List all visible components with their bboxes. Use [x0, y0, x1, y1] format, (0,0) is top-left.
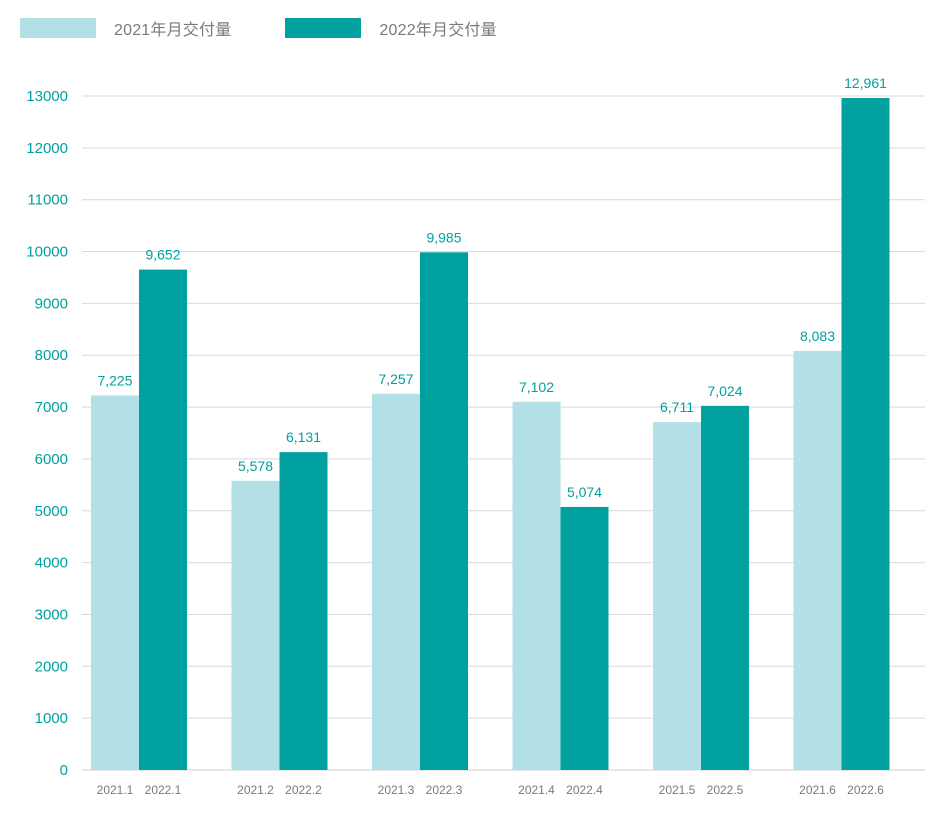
legend-swatch-2021 — [20, 18, 96, 38]
bar — [653, 422, 701, 770]
data-label: 6,131 — [286, 429, 321, 445]
x-tick-label: 2021.2 — [237, 783, 274, 797]
y-tick-label: 5000 — [35, 503, 68, 520]
y-tick-label: 1000 — [35, 710, 68, 727]
bar — [793, 350, 842, 770]
bar — [841, 98, 890, 771]
data-label: 6,711 — [660, 399, 694, 415]
x-tick-label: 2022.1 — [145, 783, 182, 797]
legend-swatch-2022 — [285, 18, 362, 38]
y-tick-label: 11000 — [27, 192, 68, 209]
data-label: 7,257 — [378, 371, 413, 387]
y-tick-label: 8000 — [35, 347, 68, 364]
legend-item-2022: 2022年月交付量 — [285, 16, 497, 40]
data-label: 9,652 — [145, 247, 180, 263]
x-tick-label: 2022.6 — [847, 783, 884, 797]
bar — [560, 506, 609, 770]
bar — [701, 405, 749, 770]
data-label: 7,225 — [97, 372, 132, 388]
data-label: 5,074 — [567, 484, 602, 500]
x-tick-label: 2022.2 — [285, 783, 322, 797]
legend-label-2021: 2021年月交付量 — [114, 22, 232, 39]
x-tick-label: 2022.4 — [566, 783, 603, 797]
y-tick-label: 13000 — [26, 88, 68, 105]
data-label: 12,961 — [844, 75, 887, 91]
legend: 2021年月交付量 2022年月交付量 — [20, 16, 551, 40]
data-label: 9,985 — [426, 229, 461, 245]
bar — [372, 393, 420, 770]
x-tick-label: 2022.5 — [707, 783, 744, 797]
y-tick-label: 4000 — [35, 555, 68, 572]
data-label: 8,083 — [800, 328, 835, 344]
x-tick-label: 2021.4 — [518, 783, 555, 797]
data-label: 5,578 — [238, 458, 273, 474]
bar — [91, 395, 139, 770]
bar — [279, 452, 328, 770]
bar — [139, 269, 187, 770]
bar — [512, 401, 561, 770]
y-tick-label: 0 — [60, 762, 68, 779]
y-tick-label: 3000 — [35, 606, 68, 623]
x-tick-label: 2021.3 — [378, 783, 415, 797]
x-tick-label: 2021.1 — [97, 783, 134, 797]
bar — [420, 252, 468, 770]
y-tick-label: 6000 — [35, 451, 68, 468]
data-label: 7,024 — [707, 383, 742, 399]
data-label: 7,102 — [519, 379, 554, 395]
bar — [231, 480, 280, 770]
x-tick-label: 2021.6 — [799, 783, 836, 797]
y-tick-label: 12000 — [26, 140, 68, 157]
legend-item-2021: 2021年月交付量 — [20, 16, 231, 40]
x-tick-label: 2022.3 — [426, 783, 463, 797]
y-tick-label: 10000 — [26, 244, 68, 261]
x-tick-label: 2021.5 — [659, 783, 696, 797]
y-tick-label: 9000 — [35, 295, 68, 312]
y-tick-label: 7000 — [35, 399, 68, 416]
legend-label-2022: 2022年月交付量 — [379, 22, 497, 39]
y-tick-label: 2000 — [35, 658, 68, 675]
